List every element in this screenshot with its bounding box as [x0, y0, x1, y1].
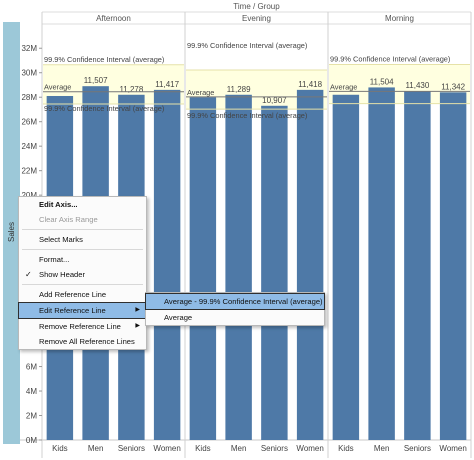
y-tick-label: 6M	[26, 363, 37, 372]
average-label: Average	[330, 82, 357, 91]
bar-value-label: 11,504	[370, 77, 394, 86]
axis-context-menu: Edit Axis... Clear Axis Range Select Mar…	[18, 196, 147, 350]
ci-label-bottom: 99.9% Confidence Interval (average)	[44, 104, 164, 113]
menu-item-select-marks[interactable]: Select Marks	[39, 235, 83, 244]
bar-value-label: 11,278	[119, 85, 143, 94]
submenu-item-average-ci[interactable]: Average - 99.9% Confidence Interval (ave…	[145, 293, 325, 310]
pane-header-label: Morning	[385, 14, 414, 23]
menu-item-add-reference-line[interactable]: Add Reference Line	[39, 290, 107, 299]
bar-value-label: 11,507	[84, 76, 108, 85]
y-tick-label: 20M	[21, 191, 37, 200]
menu-item-remove-reference-line[interactable]: Remove Reference Line ▶	[19, 319, 146, 334]
y-tick-label: 2M	[26, 412, 37, 421]
bar	[332, 94, 360, 440]
ci-label-bottom: 99.9% Confidence Interval (average)	[187, 111, 307, 120]
menu-item-format[interactable]: Format...	[39, 255, 70, 264]
y-tick-label: 30M	[21, 69, 37, 78]
x-tick-label: Seniors	[261, 444, 288, 453]
average-label: Average	[187, 88, 214, 97]
bar	[296, 89, 324, 440]
x-tick-label: Kids	[52, 444, 68, 453]
x-tick-label: Seniors	[404, 444, 431, 453]
y-axis-highlight-strip	[3, 22, 20, 444]
ci-label-top: 99.9% Confidence Interval (average)	[330, 54, 450, 63]
bar	[189, 97, 217, 440]
menu-separator	[22, 249, 143, 250]
x-tick-label: Kids	[338, 444, 354, 453]
average-label: Average	[44, 83, 71, 92]
x-tick-label: Women	[439, 444, 466, 453]
menu-item-clear-axis-range[interactable]: Clear Axis Range	[39, 215, 98, 224]
bar-value-label: 11,289	[227, 85, 251, 94]
check-icon: ✓	[25, 270, 32, 279]
submenu-arrow-icon: ▶	[135, 323, 140, 329]
submenu-arrow-icon: ▶	[135, 307, 140, 313]
bar	[404, 91, 431, 440]
y-tick-label: 26M	[21, 118, 37, 127]
y-tick-label: 28M	[21, 93, 37, 102]
edit-reference-line-submenu: Average - 99.9% Confidence Interval (ave…	[145, 292, 325, 326]
bar	[368, 87, 395, 440]
y-tick-label: 24M	[21, 142, 37, 151]
y-tick-label: 32M	[21, 44, 37, 53]
bar-value-label: 11,430	[405, 81, 429, 90]
x-tick-label: Women	[153, 444, 180, 453]
menu-item-remove-reference-line-label: Remove Reference Line	[39, 322, 121, 331]
ci-label-top: 99.9% Confidence Interval (average)	[187, 41, 307, 50]
menu-separator	[22, 229, 143, 230]
bar-value-label: 10,907	[262, 96, 287, 105]
x-tick-label: Men	[88, 444, 104, 453]
x-tick-label: Women	[296, 444, 323, 453]
pane-header-label: Evening	[242, 14, 271, 23]
bar	[439, 92, 467, 440]
pane-header-label: Afternoon	[96, 14, 131, 23]
x-tick-label: Men	[374, 444, 390, 453]
bar-value-label: 11,342	[441, 82, 465, 91]
column-group-title: Time / Group	[233, 2, 280, 11]
menu-item-remove-all-reference-lines[interactable]: Remove All Reference Lines	[39, 337, 135, 346]
bar-value-label: 11,418	[298, 80, 322, 89]
menu-item-show-header[interactable]: ✓ Show Header	[19, 267, 146, 282]
y-tick-label: 0M	[26, 436, 37, 445]
bar	[261, 105, 288, 441]
x-tick-label: Seniors	[118, 444, 145, 453]
menu-item-edit-reference-line-label: Edit Reference Line	[39, 306, 106, 315]
menu-item-edit-axis[interactable]: Edit Axis...	[39, 200, 78, 209]
y-tick-label: 22M	[21, 167, 37, 176]
x-tick-label: Men	[231, 444, 247, 453]
bar	[153, 89, 181, 440]
y-tick-label: 4M	[26, 387, 37, 396]
ci-label-top: 99.9% Confidence Interval (average)	[44, 55, 164, 64]
submenu-item-average[interactable]: Average	[164, 313, 193, 322]
bar	[225, 94, 252, 440]
menu-separator	[22, 284, 143, 285]
menu-item-show-header-label: Show Header	[39, 270, 86, 279]
bar-value-label: 11,417	[155, 80, 179, 89]
menu-item-edit-reference-line[interactable]: Edit Reference Line ▶	[18, 302, 147, 319]
x-tick-label: Kids	[195, 444, 211, 453]
